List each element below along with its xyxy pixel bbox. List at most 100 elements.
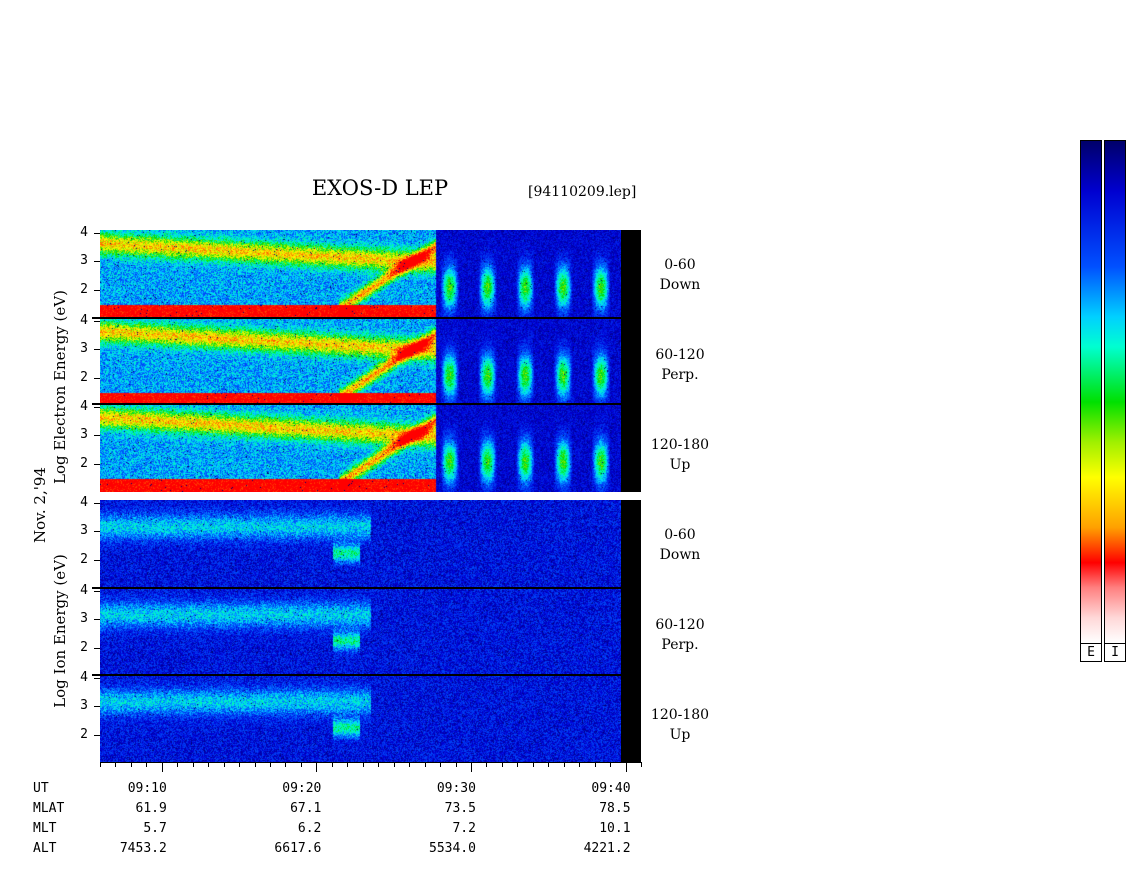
electron-colorbar: [1080, 140, 1102, 644]
x-major-tick: [625, 762, 627, 772]
y-tick-label: 3: [80, 698, 88, 714]
y-tick-label: 4: [80, 398, 88, 414]
data-gap: [621, 675, 641, 763]
x-minor-tick: [548, 762, 550, 767]
ephemeris-mlat-value: 61.9: [135, 801, 167, 816]
y-tick-label: 3: [80, 341, 88, 357]
ion-panel-perp: [100, 588, 641, 676]
y-tick-label: 2: [80, 369, 88, 385]
y-tick-mark: [94, 435, 100, 437]
y-tick-label: 4: [80, 224, 88, 240]
y-tick-mark: [94, 349, 100, 351]
y-tick-mark: [94, 706, 100, 708]
direction: Perp.: [661, 367, 699, 383]
x-minor-tick: [579, 762, 581, 767]
row-label-mlt: MLT: [33, 821, 57, 836]
x-minor-tick: [239, 762, 241, 767]
time-axis: [100, 762, 642, 776]
panel-separator: [92, 403, 641, 405]
panel-separator: [92, 587, 641, 589]
electron-panel-down: [100, 230, 641, 318]
pitch-angle-range: 60-120: [655, 617, 705, 633]
panel-label-electron-perp: 60-120 Perp.: [640, 345, 720, 385]
panel-label-ion-perp: 60-120 Perp.: [640, 615, 720, 655]
ephemeris-mlt-value: 10.1: [599, 821, 631, 836]
row-label-ut: UT: [33, 781, 49, 796]
y-tick-label: 2: [80, 639, 88, 655]
y-tick-mark: [94, 677, 100, 679]
x-minor-tick: [610, 762, 612, 767]
time-axis-line: [100, 762, 641, 763]
x-minor-tick: [532, 762, 534, 767]
y-tick-mark: [94, 734, 100, 736]
y-tick-mark: [94, 320, 100, 322]
y-tick-mark: [94, 531, 100, 533]
electron-panel-perp: [100, 318, 641, 406]
x-minor-tick: [285, 762, 287, 767]
electron-up-spectrogram: [100, 404, 641, 492]
panel-label-electron-down: 0-60 Down: [640, 255, 720, 295]
date-label: Nov. 2,'94: [31, 467, 49, 543]
y-tick-mark: [94, 406, 100, 408]
x-major-tick: [470, 762, 472, 772]
y-tick-label: 4: [80, 669, 88, 685]
ephemeris-mlt-value: 7.2: [452, 821, 476, 836]
y-tick-mark: [94, 619, 100, 621]
x-minor-tick: [455, 762, 457, 767]
pitch-angle-range: 0-60: [664, 527, 696, 543]
ephemeris-ut-value: 09:40: [591, 781, 631, 796]
x-minor-tick: [424, 762, 426, 767]
y-tick-label: 4: [80, 312, 88, 328]
panel-label-ion-up: 120-180 Up: [640, 705, 720, 745]
x-minor-tick: [130, 762, 132, 767]
direction: Down: [659, 277, 701, 293]
x-minor-tick: [641, 762, 642, 767]
pitch-angle-range: 120-180: [650, 437, 710, 453]
ephemeris-mlat-value: 78.5: [599, 801, 631, 816]
x-minor-tick: [347, 762, 349, 767]
ephemeris-mlat-value: 73.5: [444, 801, 476, 816]
direction: Up: [669, 727, 691, 743]
ephemeris-mlat-value: 67.1: [290, 801, 322, 816]
data-gap: [621, 588, 641, 676]
ephemeris-alt-value: 6617.6: [274, 841, 322, 856]
ephemeris-ut-value: 09:30: [436, 781, 476, 796]
x-minor-tick: [486, 762, 488, 767]
y-tick-label: 4: [80, 494, 88, 510]
chart-title: EXOS-D LEP: [311, 176, 449, 200]
panel-separator: [92, 317, 641, 319]
x-minor-tick: [517, 762, 519, 767]
x-major-tick: [161, 762, 163, 772]
direction: Up: [669, 457, 691, 473]
x-minor-tick: [270, 762, 272, 767]
ion-perp-spectrogram: [100, 588, 641, 676]
ephemeris-alt-value: 5534.0: [429, 841, 476, 856]
direction: Perp.: [661, 637, 699, 653]
x-minor-tick: [115, 762, 117, 767]
pitch-angle-range: 60-120: [655, 347, 705, 363]
y-tick-label: 4: [80, 582, 88, 598]
x-minor-tick: [331, 762, 333, 767]
data-gap: [621, 230, 641, 318]
y-tick-label: 2: [80, 726, 88, 742]
y-tick-label: 2: [80, 551, 88, 567]
y-tick-label: 3: [80, 253, 88, 269]
panel-label-electron-up: 120-180 Up: [640, 435, 720, 475]
x-minor-tick: [563, 762, 565, 767]
y-tick-mark: [94, 502, 100, 504]
x-minor-tick: [501, 762, 503, 767]
direction: Down: [659, 547, 701, 563]
pitch-angle-range: 0-60: [664, 257, 696, 273]
x-minor-tick: [594, 762, 596, 767]
data-gap: [621, 500, 641, 588]
x-minor-tick: [440, 762, 442, 767]
x-minor-tick: [100, 762, 101, 767]
x-minor-tick: [254, 762, 256, 767]
pitch-angle-range: 120-180: [650, 707, 710, 723]
y-tick-mark: [94, 232, 100, 234]
y-tick-label: 2: [80, 455, 88, 471]
electron-perp-spectrogram: [100, 318, 641, 406]
ephemeris-ut-value: 09:10: [127, 781, 167, 796]
ion-panel-down: [100, 500, 641, 588]
x-minor-tick: [177, 762, 179, 767]
